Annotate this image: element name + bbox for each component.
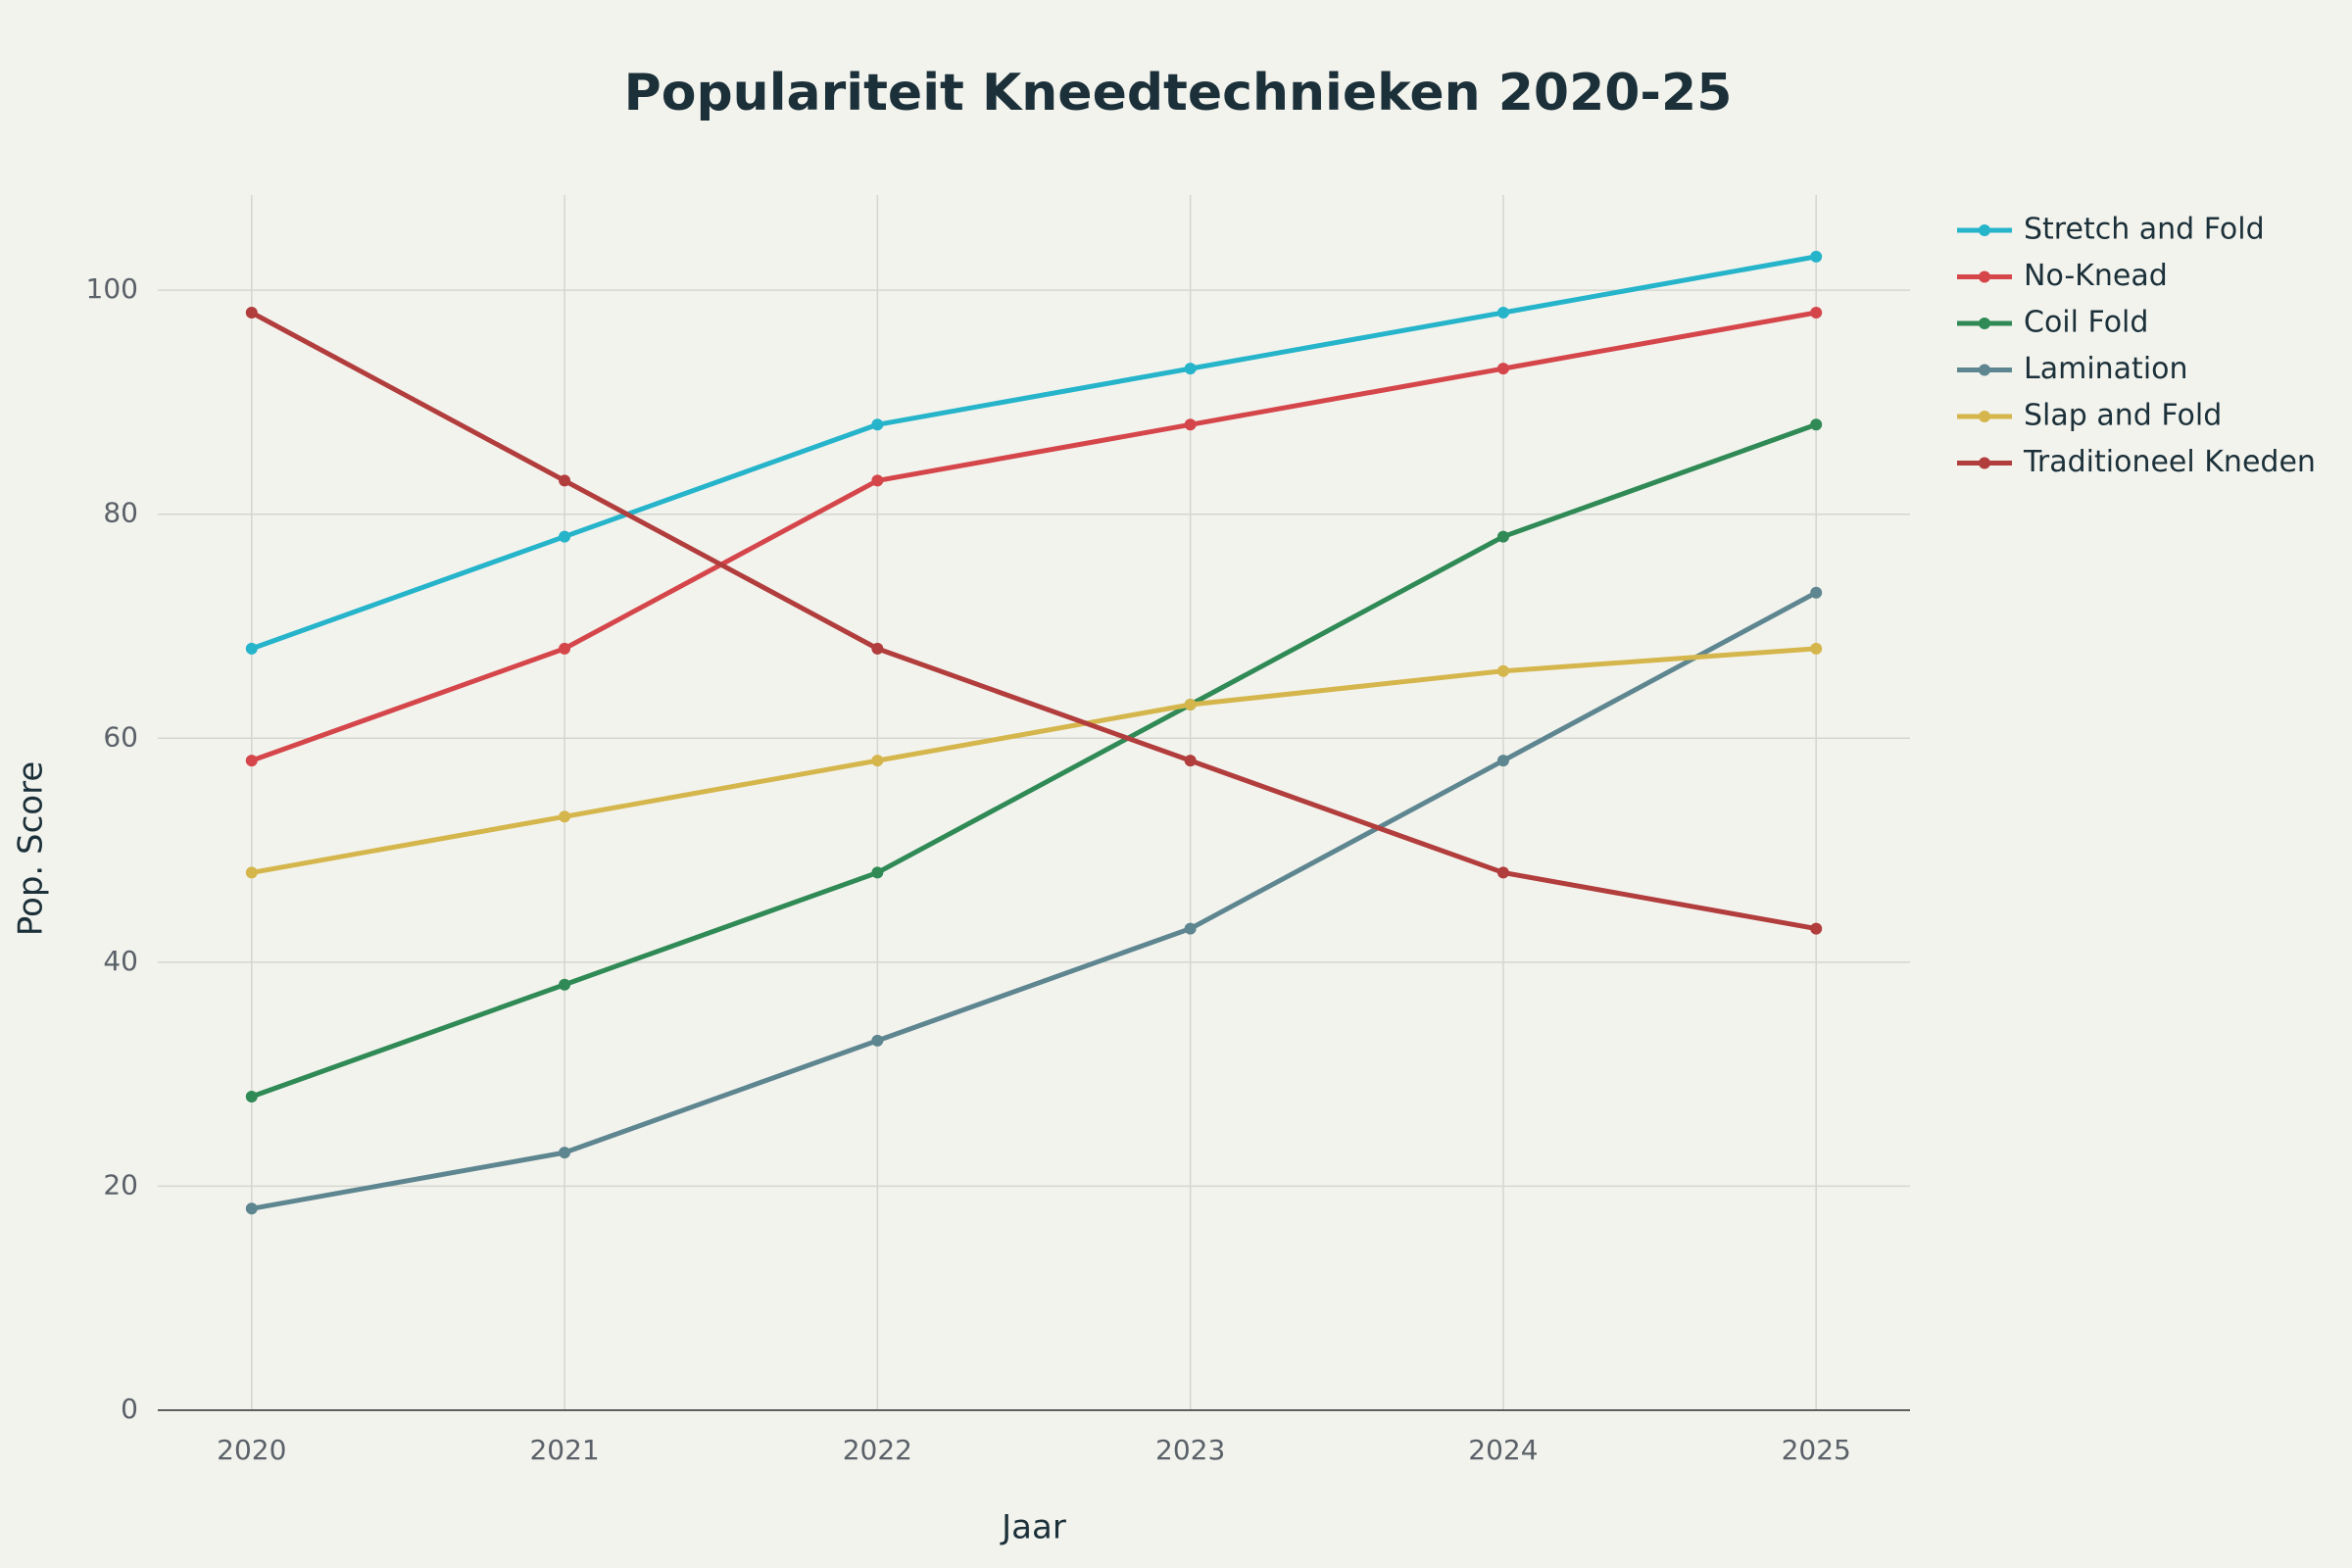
series-line [251,590,1818,1211]
data-point [871,755,884,767]
series-line [251,646,1817,875]
y-tick-label: 40 [103,945,138,977]
data-point [871,1034,884,1047]
data-point [1810,418,1823,431]
data-point [245,307,258,318]
y-tick-label: 20 [103,1168,138,1200]
data-point [245,755,258,767]
data-point [1496,363,1509,375]
x-tick-label: 2024 [1468,1434,1538,1466]
series-line [250,310,1817,763]
data-point [559,530,571,543]
data-point [871,474,884,487]
data-point [1810,586,1823,599]
series-line [250,421,1818,1100]
series-line [250,310,1817,932]
data-point [1184,699,1197,710]
legend-swatch-dot [1979,364,1990,376]
data-point [871,642,884,655]
legend-swatch-dot [1979,224,1990,236]
y-tick-label: 80 [103,497,138,529]
data-point [559,810,571,823]
chart-title: Populariteit Kneedtechnieken 2020-25 [624,64,1733,122]
legend-label: Coil Fold [2024,306,2148,340]
data-point [1496,530,1509,543]
data-point [245,866,258,879]
legend-swatch-dot [1979,411,1990,422]
legend-label: Traditioneel Kneden [2023,445,2316,479]
data-point [1184,363,1197,375]
data-point [245,1202,258,1215]
data-point [245,642,258,655]
data-point [245,1091,258,1102]
x-tick-label: 2021 [529,1434,599,1466]
y-tick-label: 60 [103,720,138,753]
legend-swatch-dot [1979,270,1990,283]
legend-label: Stretch and Fold [2024,213,2265,247]
x-axis-label: Jaar [1000,1508,1066,1547]
data-point [1184,418,1197,431]
x-tick-label: 2022 [843,1434,912,1466]
legend-swatch-dot [1979,457,1990,469]
data-point [559,1147,571,1159]
data-point [1184,755,1197,767]
data-point [871,418,884,431]
data-point [1496,755,1509,767]
series-line [250,254,1817,652]
legend-label: Lamination [2024,352,2188,386]
data-point [559,474,571,487]
x-tick-label: 2025 [1782,1434,1851,1466]
x-tick-label: 2023 [1155,1434,1225,1466]
data-point [871,866,884,879]
y-axis-label: Pop. Score [12,761,51,937]
x-tick-label: 2020 [217,1434,286,1466]
data-point [1496,866,1509,879]
legend-label: Slap and Fold [2024,399,2222,433]
data-point [1810,642,1823,655]
data-point [1496,664,1509,677]
data-point [1810,250,1823,263]
data-point [559,642,571,655]
legend-swatch-dot [1979,318,1990,329]
data-point [1810,922,1823,935]
y-tick-label: 100 [86,272,138,305]
data-point [559,978,571,991]
data-point [1184,922,1197,935]
y-tick-label: 0 [121,1393,138,1425]
data-point [1810,307,1823,318]
legend-label: No-Knead [2024,259,2168,293]
data-point [1496,307,1509,318]
